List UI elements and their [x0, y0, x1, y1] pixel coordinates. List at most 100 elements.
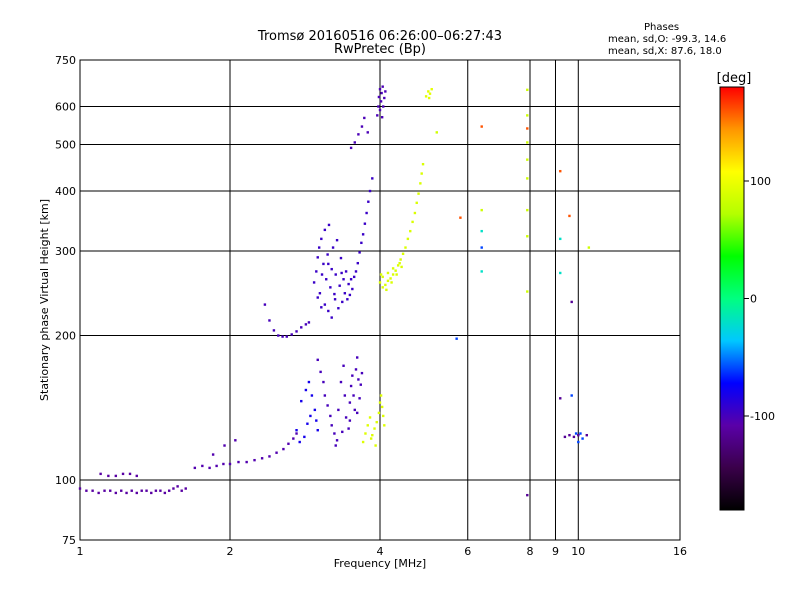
- data-point: [135, 474, 138, 478]
- data-point: [360, 241, 363, 245]
- data-point: [268, 319, 271, 322]
- data-point: [559, 169, 562, 173]
- data-point: [411, 220, 414, 224]
- data-point: [128, 472, 132, 476]
- colorbar-label: [deg]: [717, 71, 752, 86]
- data-point: [351, 287, 354, 291]
- data-point: [459, 216, 462, 219]
- data-point: [480, 270, 483, 273]
- data-point: [346, 298, 349, 301]
- data-point: [341, 430, 344, 434]
- data-point: [354, 270, 358, 273]
- data-point: [348, 419, 352, 422]
- data-point: [559, 271, 562, 275]
- data-point: [526, 493, 529, 497]
- data-point: [359, 383, 362, 386]
- data-point: [385, 288, 388, 292]
- data-point: [368, 189, 372, 193]
- data-point: [300, 326, 303, 329]
- data-point: [333, 298, 337, 301]
- data-point: [330, 316, 333, 319]
- data-point: [391, 273, 395, 276]
- y-tick-label: 300: [55, 245, 76, 258]
- data-point: [377, 105, 380, 108]
- data-point: [333, 432, 336, 435]
- data-point: [421, 162, 425, 166]
- data-point: [317, 246, 321, 249]
- y-tick-label: 600: [55, 101, 76, 114]
- data-point: [140, 489, 143, 492]
- data-point: [420, 172, 423, 175]
- data-point: [363, 222, 367, 225]
- data-point: [367, 200, 370, 203]
- data-point: [378, 281, 382, 284]
- data-point: [391, 267, 395, 270]
- data-point: [378, 108, 382, 112]
- colorbar-ticks: 100 0 -100: [744, 175, 775, 423]
- data-point: [390, 281, 393, 284]
- data-point: [430, 87, 433, 91]
- data-point: [344, 416, 348, 419]
- data-point: [114, 491, 118, 495]
- data-point: [526, 290, 529, 293]
- data-point: [323, 303, 327, 306]
- x-tick-label: 16: [673, 545, 687, 558]
- data-point: [245, 460, 248, 464]
- data-point: [97, 491, 100, 495]
- data-point: [347, 427, 350, 430]
- data-point: [360, 125, 364, 128]
- data-point: [559, 397, 562, 400]
- data-point: [339, 256, 343, 260]
- data-point: [382, 414, 385, 418]
- data-point: [417, 192, 420, 195]
- data-point: [344, 270, 348, 273]
- data-point: [272, 329, 276, 332]
- data-point: [380, 91, 383, 95]
- x-tick-label: 9: [552, 545, 559, 558]
- data-point: [277, 334, 280, 337]
- data-point: [340, 271, 343, 275]
- data-point: [378, 87, 382, 91]
- data-point: [150, 491, 153, 495]
- data-point: [320, 237, 323, 241]
- data-point: [427, 90, 430, 93]
- data-point: [201, 464, 204, 468]
- data-point: [381, 286, 384, 289]
- data-point: [184, 487, 187, 490]
- data-point: [428, 92, 432, 95]
- data-point: [330, 267, 333, 271]
- data-point: [208, 466, 211, 470]
- data-point: [348, 401, 352, 404]
- data-point: [526, 208, 529, 212]
- data-point: [568, 214, 571, 218]
- data-point: [360, 371, 364, 375]
- data-point: [526, 127, 529, 130]
- data-point: [211, 453, 215, 456]
- data-point: [357, 378, 360, 381]
- data-point: [322, 380, 325, 384]
- data-point: [326, 404, 329, 407]
- x-tick-label: 8: [527, 545, 534, 558]
- data-point: [355, 411, 359, 415]
- data-point: [318, 292, 322, 295]
- data-point: [381, 85, 384, 88]
- data-point: [320, 273, 324, 276]
- data-point: [342, 278, 345, 281]
- data-point: [292, 437, 295, 440]
- data-point: [107, 474, 110, 478]
- data-point: [570, 394, 573, 397]
- data-point: [307, 380, 311, 384]
- data-point: [327, 262, 330, 266]
- data-point: [327, 223, 331, 227]
- data-point: [310, 394, 314, 397]
- data-point: [237, 460, 240, 464]
- data-point: [395, 273, 398, 276]
- data-point: [290, 333, 293, 336]
- data-point: [342, 364, 345, 367]
- data-point: [364, 432, 367, 435]
- data-point: [228, 462, 232, 466]
- data-point: [358, 251, 361, 254]
- data-point: [253, 458, 256, 462]
- data-point: [415, 201, 418, 205]
